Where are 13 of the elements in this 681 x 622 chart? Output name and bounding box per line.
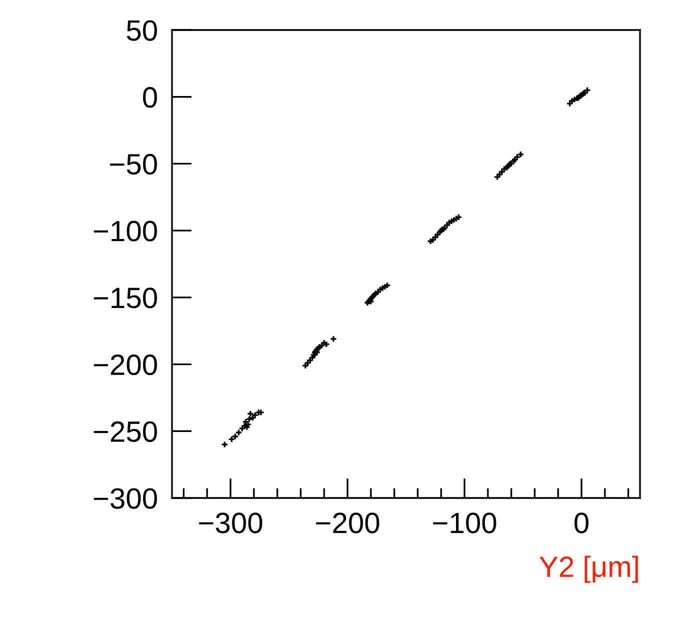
x-axis-title: Y2 [μm] — [540, 556, 638, 583]
x-tick-label: −100 — [433, 512, 496, 534]
y-tick-label: −100 — [94, 220, 157, 242]
y-tick-label: −150 — [94, 288, 157, 308]
x-tick-label: −200 — [316, 512, 380, 534]
y-tick-label: −200 — [94, 354, 157, 376]
y-tick-label: 50 — [126, 20, 157, 41]
y-tick-label: −250 — [94, 421, 157, 442]
y-tick-label: −300 — [94, 488, 157, 509]
x-tick-label: 0 — [574, 512, 588, 534]
y-tick-label: 0 — [143, 87, 157, 108]
y-tick-label: −50 — [110, 154, 157, 175]
x-tick-label: −300 — [199, 512, 262, 534]
